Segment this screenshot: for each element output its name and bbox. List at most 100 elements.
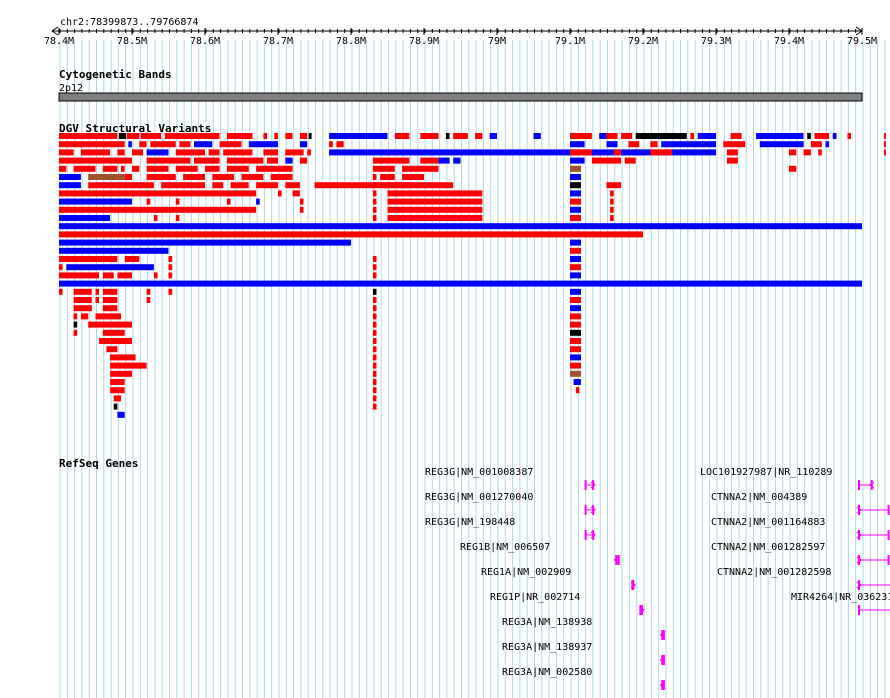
gene-feature[interactable]: REG3A|NM_138937 — [502, 642, 665, 665]
variant-bar[interactable] — [175, 198, 180, 205]
variant-bar[interactable] — [299, 206, 304, 213]
variant-bar[interactable] — [690, 133, 694, 139]
variant-bar[interactable] — [372, 272, 377, 279]
variant-bar[interactable] — [307, 149, 311, 156]
variant-bar[interactable] — [263, 149, 278, 156]
variant-bar[interactable] — [329, 149, 716, 156]
variant-bar[interactable] — [789, 149, 797, 156]
variant-bar[interactable] — [226, 198, 231, 205]
variant-bar[interactable] — [818, 149, 822, 156]
variant-bar[interactable] — [570, 141, 585, 148]
variant-bar[interactable] — [570, 256, 581, 262]
variant-bar[interactable] — [832, 133, 837, 139]
variant-bar[interactable] — [59, 247, 169, 254]
variant-bar[interactable] — [606, 133, 618, 139]
gene-feature[interactable]: REG3G|NM_001270040 — [425, 492, 596, 515]
variant-bar[interactable] — [372, 264, 377, 271]
variant-bar[interactable] — [73, 321, 78, 328]
variant-bar[interactable] — [730, 133, 742, 139]
variant-bar[interactable] — [212, 182, 224, 189]
variant-bar[interactable] — [372, 370, 377, 377]
variant-bar[interactable] — [372, 206, 377, 213]
variant-bar[interactable] — [102, 305, 118, 312]
variant-bar[interactable] — [372, 346, 377, 353]
variant-bar[interactable] — [146, 288, 151, 295]
variant-bar[interactable] — [883, 133, 886, 139]
variant-bar[interactable] — [372, 354, 377, 361]
variant-bar[interactable] — [372, 379, 377, 385]
variant-bar[interactable] — [624, 157, 636, 164]
variant-bar[interactable] — [336, 141, 344, 148]
variant-bar[interactable] — [635, 133, 687, 139]
variant-bar[interactable] — [814, 133, 830, 139]
variant-bar[interactable] — [110, 362, 147, 369]
variant-bar[interactable] — [113, 403, 118, 410]
variant-bar[interactable] — [803, 149, 811, 156]
variant-bar[interactable] — [285, 182, 300, 189]
gene-feature[interactable]: REG3G|NM_198448 — [425, 517, 596, 540]
variant-bar[interactable] — [573, 379, 581, 385]
variant-bar[interactable] — [102, 256, 118, 262]
variant-bar[interactable] — [59, 256, 103, 262]
variant-bar[interactable] — [570, 305, 581, 312]
variant-bar[interactable] — [650, 149, 673, 156]
variant-bar[interactable] — [175, 215, 180, 221]
variant-bar[interactable] — [80, 313, 89, 320]
variant-bar[interactable] — [372, 321, 377, 328]
variant-bar[interactable] — [146, 157, 191, 164]
variant-bar[interactable] — [372, 174, 377, 180]
gene-feature[interactable]: CTNNA2|NM_001164883 — [711, 517, 890, 540]
variant-bar[interactable] — [883, 149, 886, 156]
variant-bar[interactable] — [372, 297, 377, 303]
variant-bar[interactable] — [80, 149, 111, 156]
variant-bar[interactable] — [194, 157, 220, 164]
variant-bar[interactable] — [533, 133, 541, 139]
variant-bar[interactable] — [475, 133, 483, 139]
variant-bar[interactable] — [124, 256, 140, 262]
variant-bar[interactable] — [95, 297, 100, 303]
variant-bar[interactable] — [146, 198, 151, 205]
variant-bar[interactable] — [570, 321, 581, 328]
variant-bar[interactable] — [610, 198, 614, 205]
variant-bar[interactable] — [73, 329, 78, 336]
variant-bar[interactable] — [118, 133, 127, 139]
variant-bar[interactable] — [95, 313, 122, 320]
gene-feature[interactable]: REG3A|NM_138938 — [502, 617, 665, 640]
gene-feature[interactable]: CTNNA2|NM_004389 — [711, 492, 890, 515]
variant-bar[interactable] — [230, 182, 249, 189]
variant-bar[interactable] — [146, 297, 151, 303]
variant-bar[interactable] — [110, 379, 125, 385]
gene-feature[interactable]: CTNNA2|NM_001282597 — [711, 542, 890, 565]
variant-bar[interactable] — [124, 174, 132, 180]
variant-bar[interactable] — [88, 321, 132, 328]
gene-feature[interactable]: REG1A|NM_002909 — [481, 567, 636, 590]
variant-bar[interactable] — [299, 157, 308, 164]
variant-bar[interactable] — [372, 403, 377, 410]
variant-bar[interactable] — [420, 157, 439, 164]
variant-bar[interactable] — [372, 387, 377, 394]
variant-bar[interactable] — [117, 272, 132, 279]
variant-bar[interactable] — [847, 133, 851, 139]
variant-bar[interactable] — [570, 264, 581, 271]
variant-bar[interactable] — [726, 149, 738, 156]
variant-bar[interactable] — [329, 133, 388, 139]
variant-bar[interactable] — [394, 190, 483, 197]
variant-bar[interactable] — [570, 272, 581, 279]
variant-bar[interactable] — [132, 165, 140, 172]
variant-bar[interactable] — [789, 165, 797, 172]
variant-bar[interactable] — [121, 165, 125, 172]
variant-bar[interactable] — [756, 133, 804, 139]
variant-bar[interactable] — [453, 133, 468, 139]
variant-bar[interactable] — [610, 215, 614, 221]
variant-bar[interactable] — [150, 141, 176, 148]
variant-bar[interactable] — [394, 133, 410, 139]
variant-bar[interactable] — [73, 165, 96, 172]
variant-bar[interactable] — [113, 395, 121, 402]
variant-bar[interactable] — [59, 198, 132, 205]
gene-feature[interactable]: LOC101927987|NR_110289 — [700, 467, 875, 490]
variant-bar[interactable] — [759, 141, 804, 148]
variant-bar[interactable] — [570, 247, 581, 254]
variant-bar[interactable] — [610, 190, 614, 197]
variant-bar[interactable] — [438, 157, 450, 164]
variant-bar[interactable] — [570, 346, 581, 353]
